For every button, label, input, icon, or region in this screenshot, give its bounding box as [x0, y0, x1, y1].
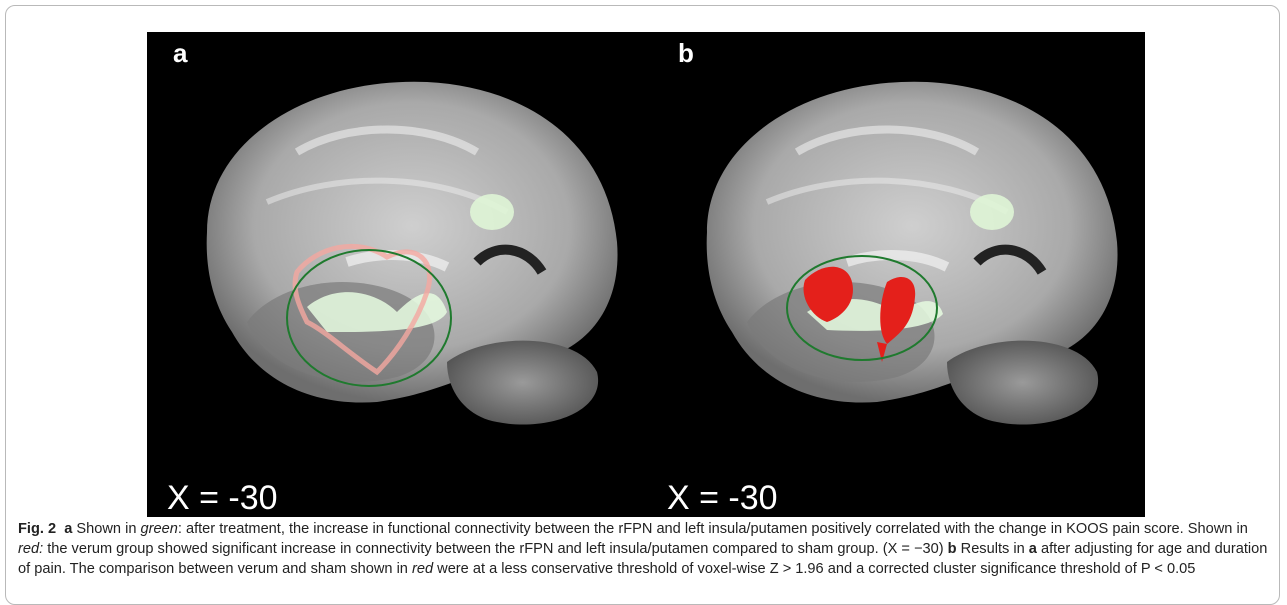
caption-text: a [64, 521, 72, 537]
caption-text: b [948, 541, 957, 557]
caption-text: red: [18, 541, 43, 557]
slice-coordinate: X = -30 [167, 479, 278, 517]
slice-coordinate: X = -30 [667, 479, 778, 517]
caption-text: were at a less conservative threshold of… [437, 561, 1195, 577]
caption-text: Fig. 2 [18, 521, 56, 537]
brain-slice [707, 82, 1118, 425]
caption-text: green [141, 521, 178, 537]
caption-text: Shown in [76, 521, 136, 537]
page: a b X = -30 X = -30 Fig. 2 a Shown in gr… [0, 0, 1287, 587]
panel-label: a [173, 38, 188, 68]
brain-slice [207, 82, 618, 425]
caption-text: a [1029, 541, 1037, 557]
caption-text: the verum group showed significant incre… [47, 541, 943, 557]
figure-caption: Fig. 2 a Shown in green: after treatment… [18, 519, 1276, 579]
caption-text: red [412, 561, 433, 577]
caption-text: Results in [961, 541, 1025, 557]
caption-text: : after treatment, the increase in funct… [178, 521, 1248, 537]
panel-label: b [678, 38, 694, 68]
figure-image: a b X = -30 X = -30 [147, 32, 1145, 517]
